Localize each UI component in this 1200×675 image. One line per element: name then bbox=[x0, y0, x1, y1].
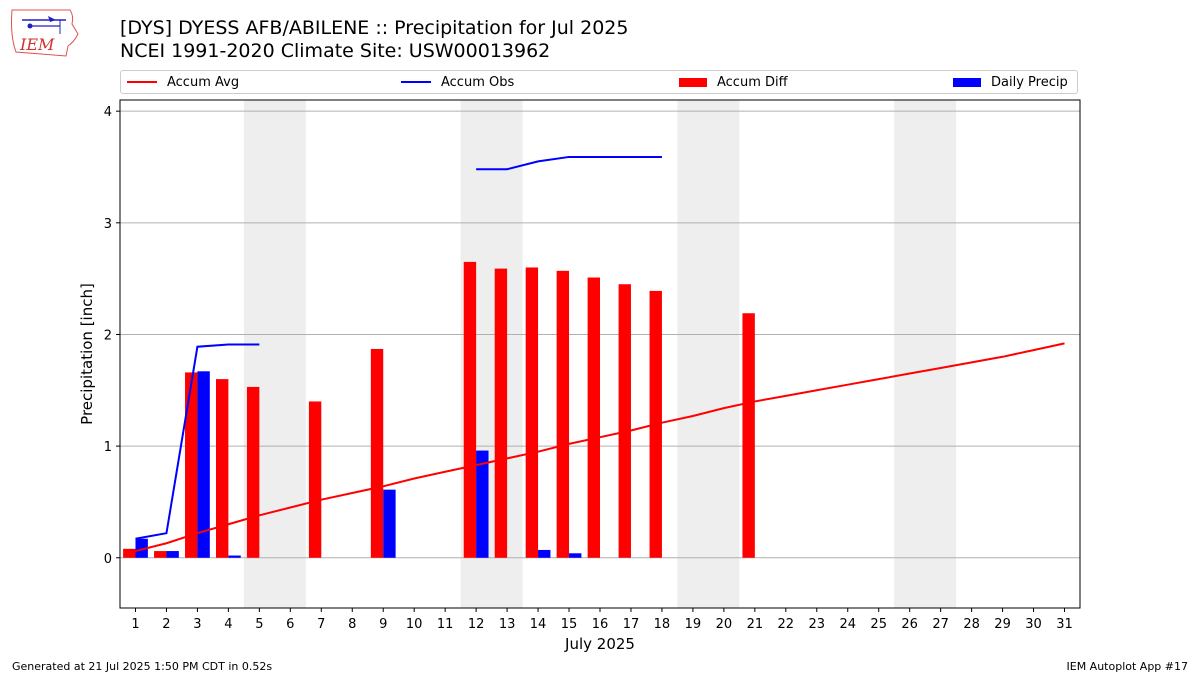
lines bbox=[135, 155, 1065, 553]
y-tick-label: 2 bbox=[104, 328, 112, 343]
daily-precip-bar bbox=[197, 371, 210, 558]
x-tick-label: 18 bbox=[654, 617, 671, 632]
accum-diff-bar bbox=[463, 261, 477, 558]
x-tick-label: 11 bbox=[437, 617, 454, 632]
x-tick-label: 30 bbox=[1025, 617, 1042, 632]
title-line-2: NCEI 1991-2020 Climate Site: USW00013962 bbox=[120, 40, 551, 62]
daily-precip-bar bbox=[476, 450, 489, 558]
y-tick-label: 0 bbox=[104, 552, 112, 567]
title-line-1: [DYS] DYESS AFB/ABILENE :: Precipitation… bbox=[120, 17, 629, 39]
legend-swatch bbox=[401, 81, 431, 83]
x-tick-label: 26 bbox=[901, 617, 918, 632]
accum-diff-bar bbox=[525, 267, 539, 558]
legend-label: Accum Avg bbox=[167, 74, 240, 90]
x-tick-label: 7 bbox=[317, 617, 325, 632]
footer-generated: Generated at 21 Jul 2025 1:50 PM CDT in … bbox=[12, 660, 273, 673]
legend-swatch bbox=[127, 81, 157, 83]
chart-title: [DYS] DYESS AFB/ABILENE :: Precipitation… bbox=[120, 17, 628, 63]
x-tick-label: 13 bbox=[499, 617, 516, 632]
x-tick-label: 21 bbox=[747, 617, 764, 632]
x-axis-label: July 2025 bbox=[565, 635, 635, 653]
legend-swatch bbox=[953, 77, 981, 87]
x-tick-label: 5 bbox=[255, 617, 263, 632]
x-tick-label: 17 bbox=[623, 617, 640, 632]
accum-diff-bar bbox=[587, 277, 600, 558]
accum-diff-bar bbox=[154, 551, 167, 558]
legend-label: Accum Diff bbox=[717, 74, 788, 90]
x-tick-label: 27 bbox=[932, 617, 949, 632]
accum-diff-bar bbox=[216, 379, 229, 558]
x-tick-label: 19 bbox=[685, 617, 702, 632]
x-tick-label: 10 bbox=[406, 617, 423, 632]
x-tick-label: 12 bbox=[468, 617, 485, 632]
x-tick-label: 2 bbox=[162, 617, 170, 632]
daily-precip-bar bbox=[166, 551, 179, 558]
accum-obs-line bbox=[135, 343, 260, 540]
iem-iowa-logo-icon: IEM bbox=[11, 9, 79, 57]
bars bbox=[123, 261, 755, 558]
x-tick-label: 15 bbox=[561, 617, 578, 632]
x-tick-label: 3 bbox=[193, 617, 201, 632]
footer-app-id: IEM Autoplot App #17 bbox=[1066, 660, 1189, 673]
daily-precip-bar bbox=[135, 538, 148, 558]
daily-precip-bar bbox=[383, 489, 396, 558]
legend-item-accum-obs: Accum Obs bbox=[401, 71, 514, 93]
legend-swatch bbox=[679, 77, 707, 87]
x-tick-label: 8 bbox=[348, 617, 356, 632]
x-tick-label: 22 bbox=[778, 617, 795, 632]
x-tick-label: 24 bbox=[839, 617, 856, 632]
iem-logo: IEM bbox=[8, 6, 80, 60]
legend-item-accum-diff: Accum Diff bbox=[679, 71, 788, 93]
accum-obs-line bbox=[476, 155, 662, 171]
accum-avg-line bbox=[135, 342, 1065, 553]
x-tick-label: 9 bbox=[379, 617, 387, 632]
x-tick-label: 25 bbox=[870, 617, 887, 632]
daily-precip-bar bbox=[569, 553, 582, 558]
x-tick-label: 23 bbox=[809, 617, 826, 632]
x-tick-label: 31 bbox=[1056, 617, 1073, 632]
legend: Accum Avg Accum Obs Accum Diff Daily Pre… bbox=[120, 70, 1078, 94]
x-ticks: 1 2 3 4 5 6 7 8 9 10 11 12 13 14 15 16 17 18 19 20 21 22 23 24 2… bbox=[131, 608, 1073, 632]
y-tick-label: 4 bbox=[104, 105, 112, 120]
accum-diff-bar bbox=[123, 548, 136, 558]
y-axis-label: Precipitation [inch] bbox=[78, 283, 96, 425]
accum-diff-bar bbox=[246, 386, 260, 558]
daily-precip-bar bbox=[228, 555, 241, 558]
weekend-shading bbox=[243, 100, 957, 608]
accum-diff-bar bbox=[494, 268, 508, 558]
x-tick-label: 4 bbox=[224, 617, 232, 632]
weekend-shade bbox=[677, 100, 740, 608]
x-tick-label: 14 bbox=[530, 617, 547, 632]
x-tick-label: 29 bbox=[994, 617, 1011, 632]
accum-diff-bar bbox=[742, 313, 755, 558]
daily-precip-bar bbox=[538, 549, 551, 558]
y-tick-label: 3 bbox=[104, 217, 112, 232]
accum-diff-bar bbox=[185, 372, 198, 558]
y-tick-label: 1 bbox=[104, 440, 112, 455]
x-tick-label: 20 bbox=[716, 617, 733, 632]
legend-item-daily-precip: Daily Precip bbox=[953, 71, 1068, 93]
y-ticks: 0 1 2 3 4 bbox=[104, 105, 120, 567]
accum-diff-bar bbox=[556, 270, 570, 558]
x-tick-label: 6 bbox=[286, 617, 294, 632]
accum-diff-bar bbox=[308, 401, 322, 558]
weekend-shade bbox=[894, 100, 957, 608]
x-tick-label: 28 bbox=[963, 617, 980, 632]
iem-logo-text: IEM bbox=[19, 35, 55, 54]
legend-label: Daily Precip bbox=[991, 74, 1068, 90]
legend-item-accum-avg: Accum Avg bbox=[127, 71, 239, 93]
accum-diff-bar bbox=[370, 348, 384, 558]
legend-label: Accum Obs bbox=[441, 74, 515, 90]
x-tick-label: 1 bbox=[131, 617, 139, 632]
accum-diff-bar bbox=[618, 284, 631, 558]
x-tick-label: 16 bbox=[592, 617, 609, 632]
